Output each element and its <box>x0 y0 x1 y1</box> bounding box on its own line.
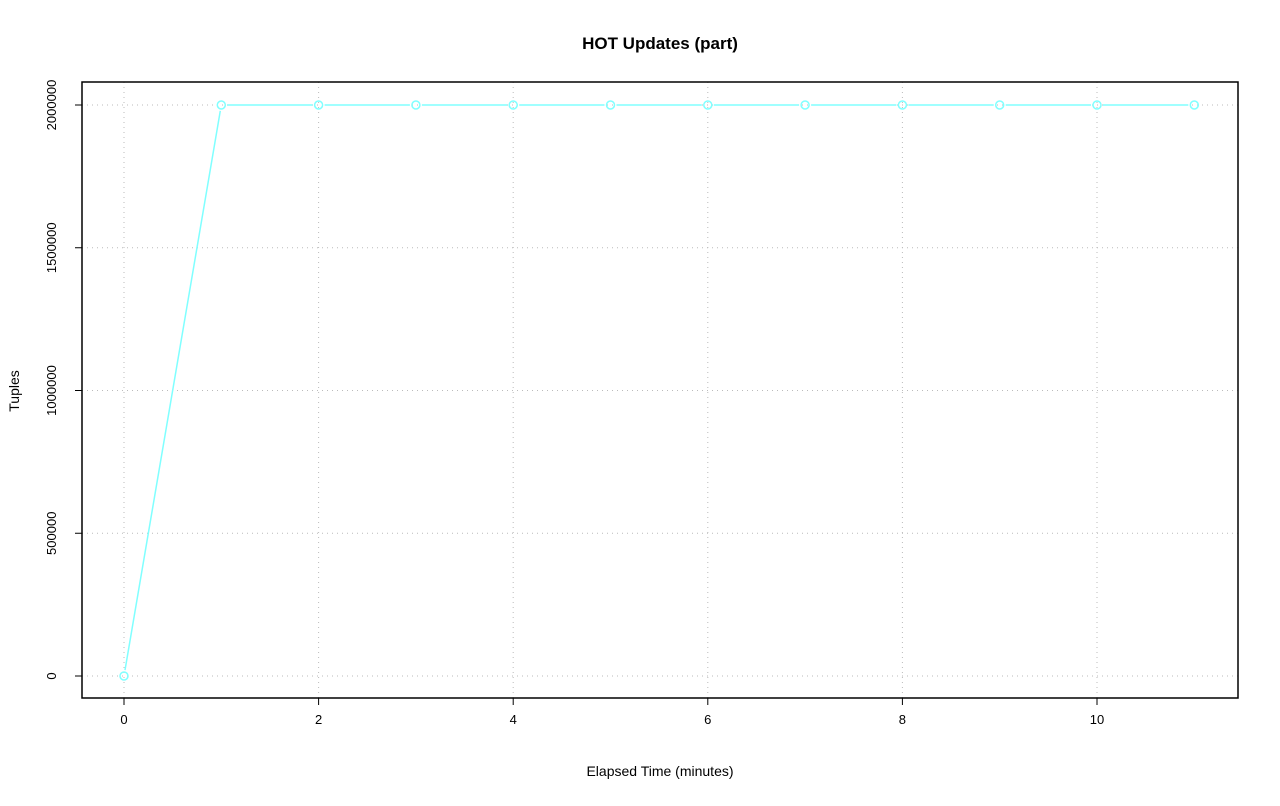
y-axis-label: Tuples <box>6 370 22 412</box>
x-tick-label: 4 <box>510 712 517 727</box>
y-tick-label: 2000000 <box>44 80 59 131</box>
x-tick-label: 8 <box>899 712 906 727</box>
y-tick-label: 1500000 <box>44 222 59 273</box>
x-tick-label: 6 <box>704 712 711 727</box>
data-point <box>800 100 810 110</box>
grid <box>82 82 1238 698</box>
x-axis-label: Elapsed Time (minutes) <box>586 763 733 779</box>
x-tick-label: 0 <box>120 712 127 727</box>
data-point <box>897 100 908 110</box>
data-point <box>508 100 518 110</box>
y-tick-label: 0 <box>44 672 59 679</box>
data-point <box>411 100 421 110</box>
data-point <box>1092 100 1102 110</box>
y-tick-label: 500000 <box>44 512 59 555</box>
x-tick-label: 2 <box>315 712 322 727</box>
series <box>119 100 1200 681</box>
data-point <box>703 100 713 110</box>
data-point <box>1189 100 1200 110</box>
data-point <box>994 100 1005 110</box>
x-tick-label: 10 <box>1090 712 1104 727</box>
data-point <box>605 100 616 110</box>
x-axis: 0 2 4 6 8 10 <box>120 698 1104 727</box>
data-point <box>313 100 324 110</box>
chart-title: HOT Updates (part) <box>582 34 738 53</box>
series-segment <box>124 110 222 671</box>
y-tick-label: 1000000 <box>44 365 59 416</box>
data-point <box>119 671 129 681</box>
y-axis: 0 500000 1000000 1500000 2000000 <box>44 80 82 680</box>
plot-frame <box>81 81 1239 699</box>
data-point <box>216 100 227 110</box>
